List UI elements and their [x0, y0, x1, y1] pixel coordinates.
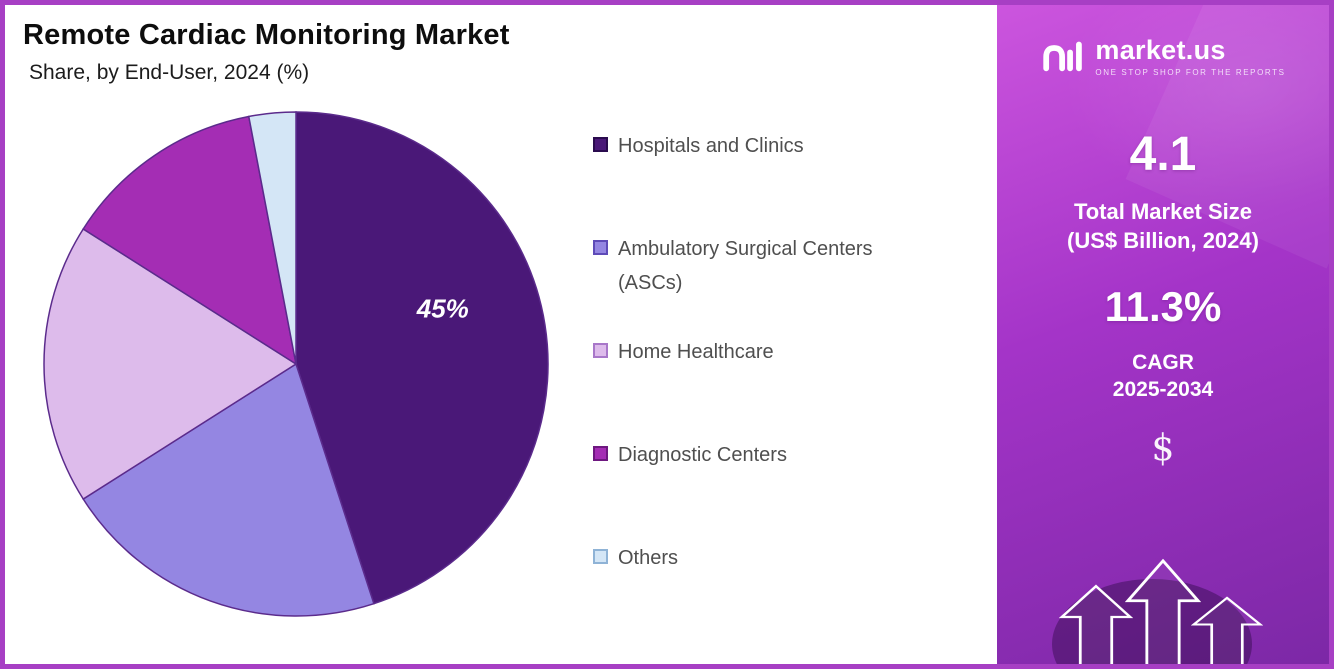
legend-item-hospitals-and-clinics: Hospitals and Clinics: [593, 129, 963, 232]
legend-marker-ambulatory-surgical-centers: [593, 240, 608, 255]
chart-panel: Remote Cardiac Monitoring Market Share, …: [5, 5, 990, 664]
legend-label: Ambulatory Surgical Centers (ASCs): [618, 238, 873, 294]
legend-marker-hospitals-and-clinics: [593, 137, 608, 152]
pie-slice-0: [295, 111, 549, 605]
market-size-value: 4.1: [1129, 128, 1197, 181]
logo-text: market.us: [1095, 35, 1226, 65]
dollar-symbol: $: [1151, 427, 1175, 469]
up-arrow-icon: [1191, 596, 1263, 664]
marketus-logo: market.us ONE STOP SHOP FOR THE REPORTS: [1040, 35, 1285, 77]
up-arrow-icon: [1059, 584, 1133, 664]
logo-text-block: market.us ONE STOP SHOP FOR THE REPORTS: [1095, 35, 1285, 77]
legend-item-others: Others: [593, 541, 963, 644]
pie-slice-4: [247, 111, 297, 365]
cagr-label: CAGR 2025-2034: [1113, 349, 1213, 404]
legend-item-home-healthcare: Home Healthcare: [593, 335, 963, 438]
pie-slice-2: [43, 227, 298, 501]
legend-item-ambulatory-surgical-centers: Ambulatory Surgical Centers (ASCs): [593, 232, 963, 335]
legend-item-diagnostic-centers: Diagnostic Centers: [593, 438, 963, 541]
legend-label: Others: [618, 547, 679, 569]
up-arrow-icon: [1125, 558, 1201, 664]
market-size-label-line2: (US$ Billion, 2024): [1067, 227, 1259, 253]
cagr-label-line2: 2025-2034: [1112, 378, 1214, 402]
chart-subtitle: Share, by End-User, 2024 (%): [29, 61, 310, 84]
market-size-label: Total Market Size (US$ Billion, 2024): [1067, 198, 1259, 255]
legend-marker-home-healthcare: [593, 343, 608, 358]
growth-arrows: [997, 534, 1329, 664]
pie-slice-1: [82, 362, 375, 617]
legend-label: Diagnostic Centers: [618, 444, 787, 466]
sidebar-infographic: market.us ONE STOP SHOP FOR THE REPORTS …: [997, 5, 1329, 664]
legend-marker-diagnostic-centers: [593, 446, 608, 461]
chart-title: Remote Cardiac Monitoring Market: [23, 19, 510, 51]
pie-chart-svg: 45%: [43, 111, 549, 617]
marketus-logo-icon: [1043, 41, 1083, 72]
logo-tagline: ONE STOP SHOP FOR THE REPORTS: [1095, 68, 1286, 77]
pie-chart: 45%: [38, 106, 554, 622]
chart-legend: Hospitals and Clinics Ambulatory Surgica…: [593, 129, 963, 644]
market-size-label-line1: Total Market Size: [1073, 199, 1253, 224]
pie-slice-value-label: 45%: [416, 293, 469, 323]
pie-slice-3: [82, 115, 298, 366]
cagr-value: 11.3%: [1104, 283, 1222, 331]
legend-label: Hospitals and Clinics: [618, 135, 804, 157]
cagr-label-line1: CAGR: [1132, 351, 1194, 375]
legend-marker-others: [593, 549, 608, 564]
legend-label: Home Healthcare: [618, 341, 774, 363]
